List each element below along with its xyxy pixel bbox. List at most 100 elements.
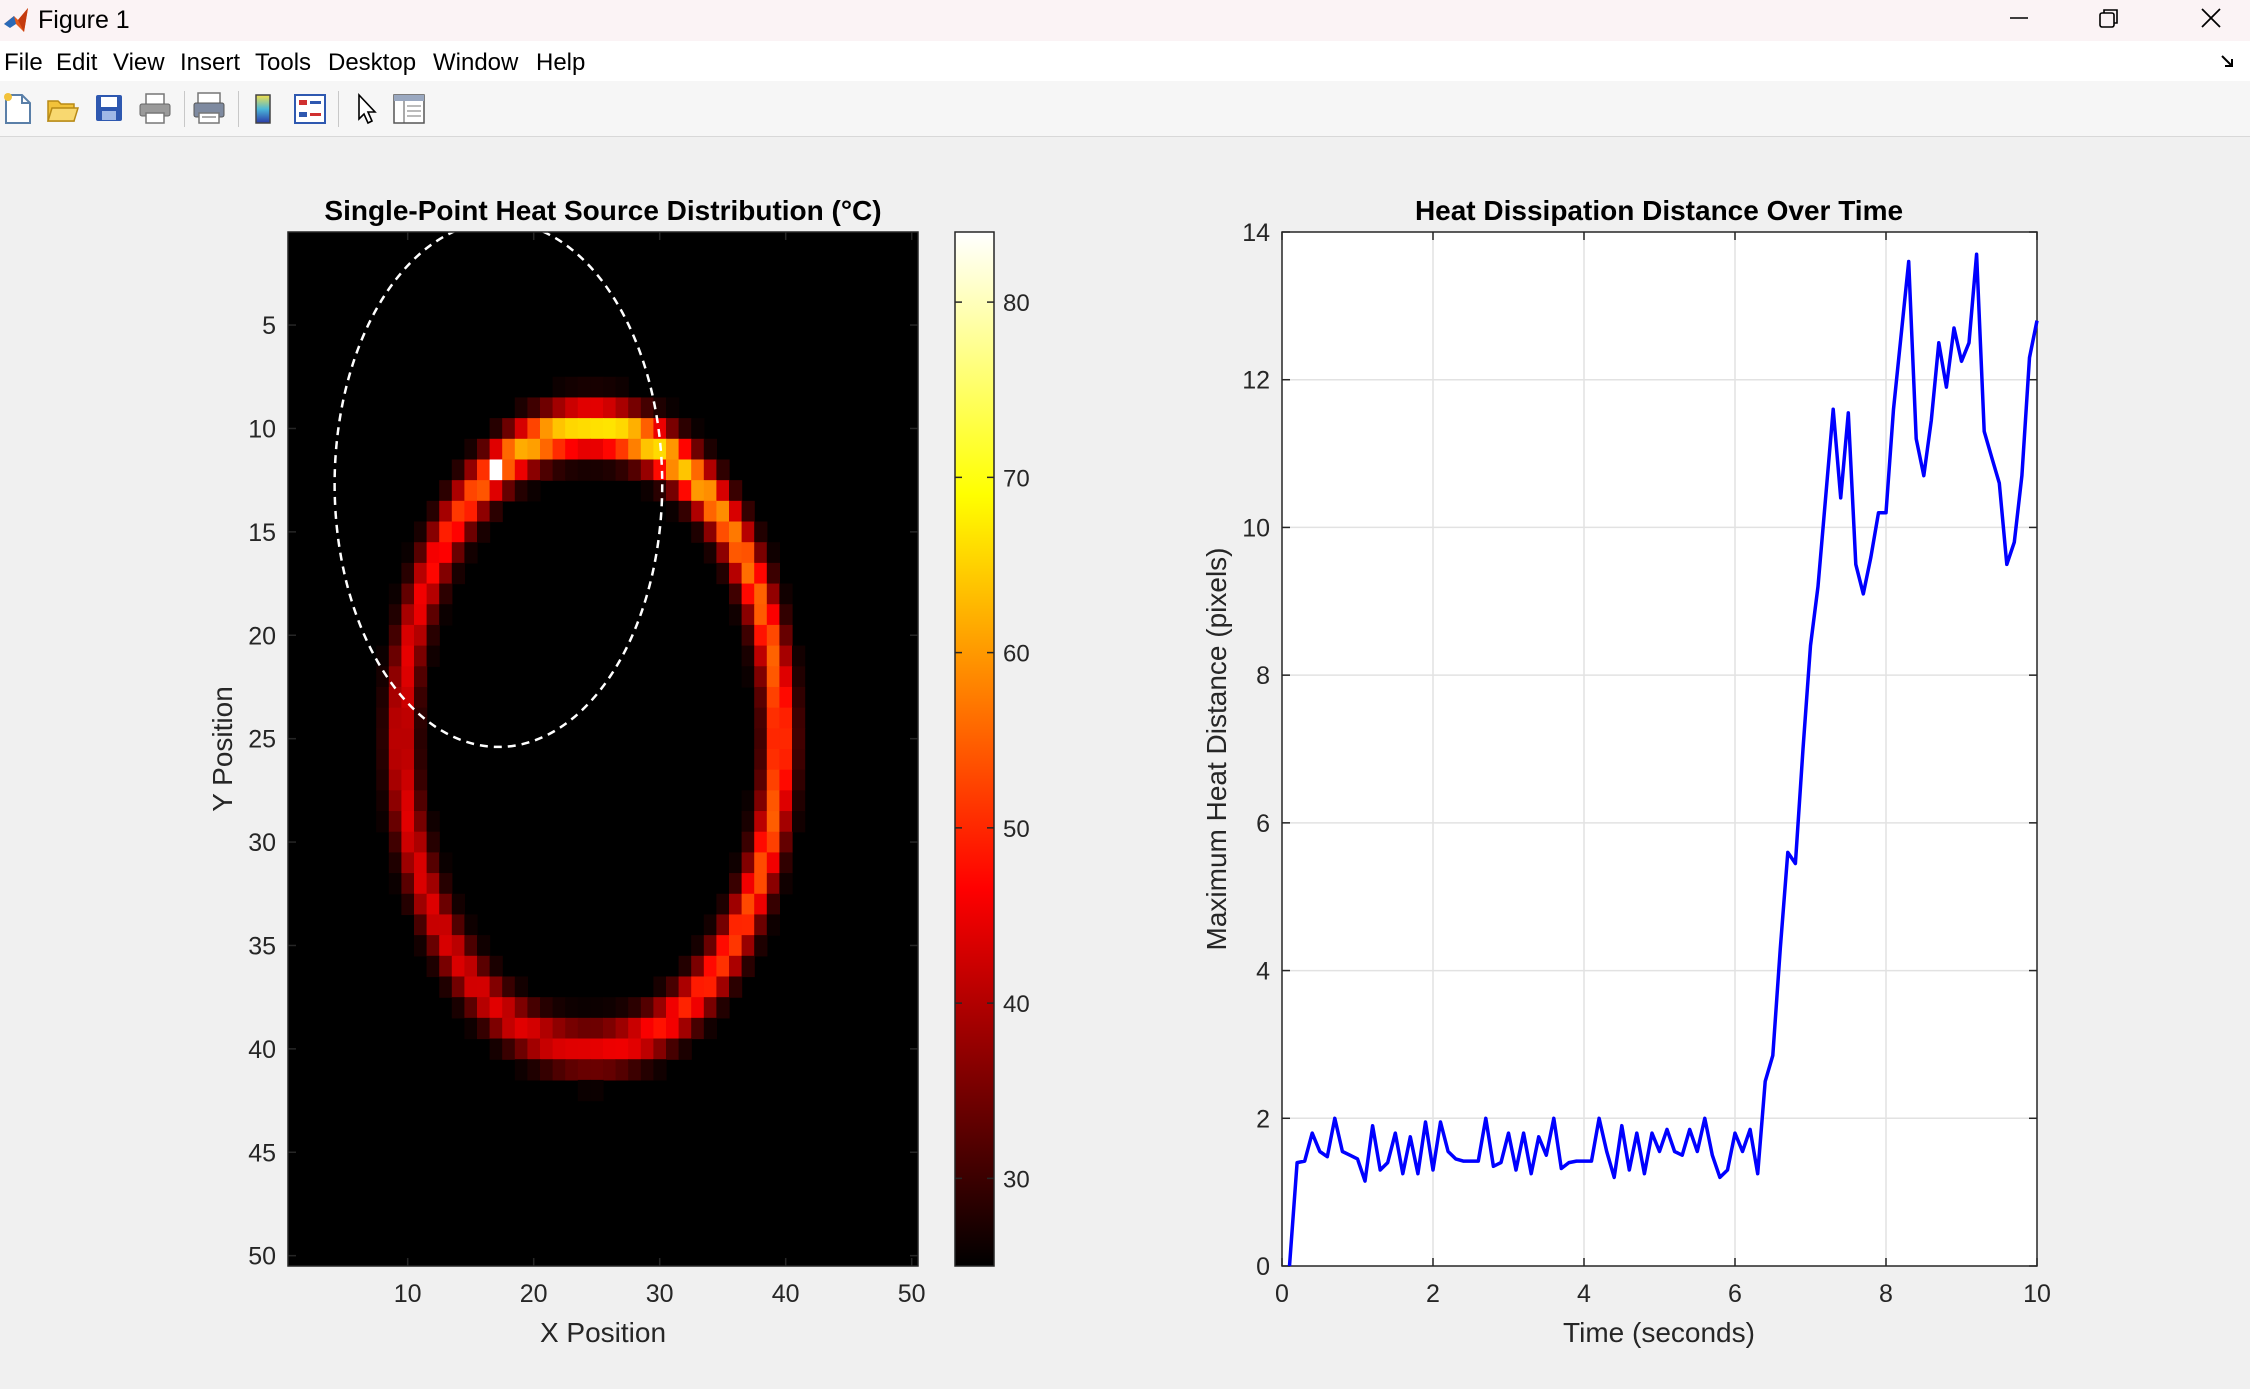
heatmap-cell [552,1038,566,1060]
heatmap-cell [376,769,390,791]
heatmap-cell [792,645,806,667]
heatmap-cell [766,666,780,688]
heatmap-cell [741,935,755,957]
colorbar[interactable]: 30 40 50 60 70 80 [954,231,1030,1267]
line-chart-grid [1282,232,2037,1266]
heatmap-cell [489,418,503,440]
heatmap-cell [741,893,755,916]
heatmap-cell [414,790,428,812]
heatmap-cell [401,686,415,709]
heatmap-axes[interactable]: 10 20 30 40 50 5 10 15 20 25 30 35 40 45 50 Single-Po… [207,195,926,1348]
close-button[interactable] [2156,0,2246,41]
heatmap-cell [703,438,717,461]
heatmap-y-tick-label: 50 [248,1243,276,1271]
heatmap-cell [741,811,755,833]
heatmap-y-tick-label: 30 [248,829,276,857]
heatmap-cell [603,418,617,440]
menu-insert[interactable]: Insert [180,49,241,76]
heatmap-cell [615,1059,629,1081]
colorbar-button[interactable] [244,89,284,129]
heatmap-cell [439,500,453,523]
heatmap-cell [666,1038,680,1060]
print-preview-button[interactable] [190,89,230,129]
heatmap-cell [754,935,768,957]
heatmap-cell [527,997,541,1019]
restore-button[interactable] [2064,0,2154,41]
heatmap-cell [691,997,705,1019]
heatmap-cell [615,459,629,481]
matlab-logo-icon [4,8,28,32]
heatmap-cell [426,624,440,647]
print-button[interactable] [136,89,176,129]
legend-button[interactable] [290,89,330,129]
menu-view[interactable]: View [113,49,165,76]
heatmap-x-tick-label: 30 [646,1280,674,1308]
heatmap-cell [540,1017,554,1040]
heatmap-cell [540,459,554,481]
heatmap-cell [388,624,402,647]
heatmap-cell [514,459,528,481]
line-chart-x-label: Time (seconds) [1563,1317,1755,1348]
heatmap-y-tick-label: 15 [248,519,276,547]
menu-edit[interactable]: Edit [56,49,98,76]
heatmap-cell [628,1038,642,1060]
heatmap-cell [426,583,440,605]
heatmap-cell [754,707,768,729]
heatmap-cell [666,480,680,502]
heatmap-cell [489,976,503,998]
heatmap-cell [489,500,503,523]
heatmap-cell [716,521,730,543]
heatmap-cell [477,480,491,502]
menu-tools[interactable]: Tools [255,49,312,76]
heatmap-cell [603,397,617,419]
dock-arrow-icon[interactable] [2220,54,2236,70]
line-chart-x-tick-label: 10 [2023,1280,2051,1308]
pointer-button[interactable] [346,89,386,129]
heatmap-cell [766,893,780,916]
restore-icon [2099,9,2118,28]
heatmap-cell [741,562,755,585]
save-button[interactable] [90,89,130,129]
menu-help[interactable]: Help [536,49,586,76]
heatmap-cell [439,583,453,605]
heatmap-cell [754,914,768,936]
heatmap-cell [401,583,415,605]
menu-file[interactable]: File [4,49,43,76]
property-inspector-button[interactable] [390,89,430,129]
heatmap-cell [615,376,629,399]
heatmap-cell [527,480,541,502]
heatmap-cell [691,418,705,440]
minimize-button[interactable] [1974,0,2064,41]
heatmap-cell [779,645,793,667]
heatmap-cell [766,562,780,585]
menu-window[interactable]: Window [433,49,519,76]
heatmap-cell [628,418,642,440]
heatmap-cell [477,935,491,957]
heatmap-cell [552,997,566,1019]
heatmap-cell [678,997,692,1019]
heatmap-cell [766,686,780,709]
heatmap-cell [502,480,516,502]
heatmap-cell [426,935,440,957]
heatmap-cell [489,1038,503,1060]
heatmap-cell [577,997,591,1019]
heatmap-cell [703,935,717,957]
menu-desktop[interactable]: Desktop [328,49,417,76]
heatmap-cell [766,542,780,564]
heatmap-cell [439,914,453,936]
heatmap-cell [401,852,415,874]
heatmap-cell [779,749,793,771]
heatmap-cell [464,542,478,564]
heatmap-cell [779,852,793,874]
heatmap-cell [766,831,780,853]
heatmap-cell [779,769,793,791]
line-chart-axes[interactable]: 0 2 4 6 8 10 0 2 4 6 8 10 12 14 Heat Dissipation Dis… [1201,195,2051,1348]
heatmap-cell [741,955,755,978]
heatmap-cell [716,997,730,1019]
new-figure-button[interactable] [0,89,40,129]
heatmap-cell [691,521,705,543]
heatmap-cell [741,873,755,895]
open-file-button[interactable] [44,89,84,129]
heatmap-cell [451,562,465,585]
heatmap-cell [779,728,793,750]
